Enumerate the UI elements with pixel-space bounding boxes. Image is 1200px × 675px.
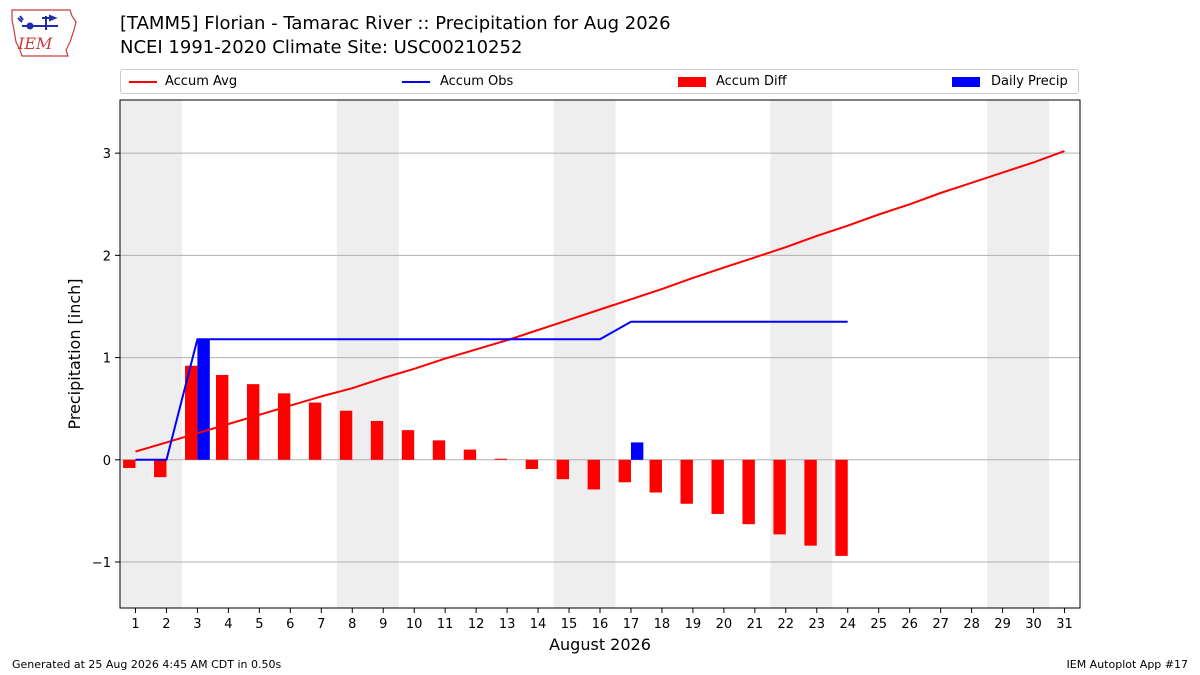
x-tick-label: 17 (623, 617, 640, 632)
x-tick-label: 10 (406, 617, 423, 632)
iem-logo: IEM (11, 9, 77, 57)
y-tick-label: −1 (92, 556, 111, 571)
accum-diff-bar (835, 459, 848, 556)
y-tick-label: 0 (103, 454, 111, 469)
legend-swatch-accum-diff (678, 77, 706, 87)
accum-diff-bar (246, 384, 260, 460)
x-axis-label: August 2026 (549, 635, 651, 654)
accum-avg-line (135, 150, 1065, 453)
x-tick-label: 23 (809, 617, 826, 632)
x-tick-label: 13 (499, 617, 516, 632)
y-tick-label: 1 (103, 352, 111, 367)
weekend-bands (120, 100, 1050, 608)
accum-diff-bar (432, 440, 446, 460)
x-tick-label: 31 (1056, 617, 1073, 632)
accum-diff-bar (804, 459, 817, 546)
accum-diff-bar (711, 459, 724, 514)
x-tick-label: 6 (286, 617, 294, 632)
accum-diff-bar (556, 459, 570, 480)
plot-frame (119, 99, 1081, 609)
footer-generated: Generated at 25 Aug 2026 4:45 AM CDT in … (12, 658, 282, 671)
accum-diff-bar (494, 458, 508, 460)
accum-diff-bar (680, 459, 693, 504)
accum-diff-bar (401, 430, 415, 460)
legend-label-accum-avg: Accum Avg (165, 74, 238, 89)
legend-swatch-accum-obs (402, 81, 430, 83)
legend-label-daily-precip: Daily Precip (991, 74, 1068, 89)
x-tick-label: 1 (131, 617, 139, 632)
weekend-band (987, 100, 1019, 608)
iowa-outline-icon (11, 9, 77, 57)
chart-legend: Accum Avg Accum Obs Accum Diff Daily Pre… (120, 69, 1079, 94)
line-series (135, 150, 1065, 461)
x-tick-label: 11 (437, 617, 454, 632)
accum-diff-bar (277, 393, 291, 460)
legend-swatch-accum-avg (129, 81, 157, 83)
x-tick-label: 9 (379, 617, 387, 632)
chart-title: [TAMM5] Florian - Tamarac River :: Preci… (120, 13, 671, 34)
weekend-band (120, 100, 151, 608)
accum-diff-bar (308, 402, 322, 460)
x-tick-label: 18 (654, 617, 671, 632)
weather-station-icon (17, 14, 58, 30)
accum-diff-bar (618, 459, 631, 483)
x-tick-label: 29 (994, 617, 1011, 632)
accum-diff-bar (463, 449, 477, 460)
accum-diff-bar (339, 410, 353, 460)
x-tick-label: 16 (592, 617, 609, 632)
legend-label-accum-diff: Accum Diff (716, 74, 787, 89)
footer-app: IEM Autoplot App #17 (1066, 658, 1189, 671)
x-tick-label: 3 (193, 617, 201, 632)
weekend-band (336, 100, 368, 608)
weekend-band (367, 100, 399, 608)
x-tick-label: 12 (468, 617, 485, 632)
legend-label-accum-obs: Accum Obs (440, 74, 514, 89)
x-tick-label: 14 (530, 617, 547, 632)
x-tick-label: 25 (870, 617, 887, 632)
y-tick-label: 2 (103, 249, 111, 264)
x-tick-label: 26 (901, 617, 918, 632)
accum-diff-bar (216, 374, 229, 460)
x-tick-label: 5 (255, 617, 263, 632)
daily-precip-bar (630, 442, 644, 460)
y-axis-label: Precipitation [inch] (65, 278, 84, 429)
x-tick-label: 22 (778, 617, 795, 632)
x-tick-label: 4 (224, 617, 232, 632)
weekend-band (553, 100, 585, 608)
x-tick-label: 20 (716, 617, 733, 632)
x-tick-label: 30 (1025, 617, 1042, 632)
accum-diff-bar (587, 459, 600, 490)
accum-diff-bar (154, 459, 167, 478)
weekend-band (584, 100, 616, 608)
accum-diff-bar (742, 459, 755, 525)
accum-diff-bar (123, 459, 136, 468)
x-tick-label: 2 (162, 617, 170, 632)
accum-diff-bar (649, 459, 662, 493)
x-tick-label: 27 (932, 617, 949, 632)
y-tick-label: 3 (103, 147, 111, 162)
logo-text: IEM (17, 34, 53, 53)
accum-diff-bar (525, 459, 539, 469)
daily-precip-bar (197, 339, 210, 460)
x-tick-label: 7 (317, 617, 325, 632)
weekend-band (1018, 100, 1050, 608)
x-tick-label: 15 (561, 617, 578, 632)
x-tick-label: 28 (963, 617, 980, 632)
x-tick-label: 21 (747, 617, 764, 632)
weekend-band (150, 100, 182, 608)
chart-subtitle: NCEI 1991-2020 Climate Site: USC00210252 (120, 37, 523, 58)
bar-series (123, 339, 848, 556)
accum-diff-bar (773, 459, 786, 535)
legend-swatch-daily-precip (952, 77, 980, 87)
accum-diff-bar (370, 420, 384, 460)
accum-obs-line (135, 320, 848, 461)
x-tick-label: 19 (685, 617, 702, 632)
x-tick-label: 8 (348, 617, 356, 632)
x-tick-label: 24 (839, 617, 856, 632)
